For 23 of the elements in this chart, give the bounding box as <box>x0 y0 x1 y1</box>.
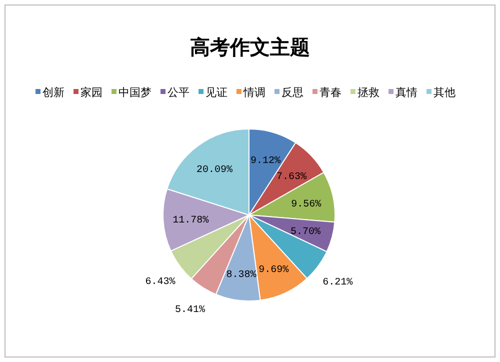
data-label: 9.12% <box>250 156 281 167</box>
data-label: 6.21% <box>322 277 353 288</box>
legend-label: 情调 <box>242 86 266 99</box>
data-label: 5.70% <box>290 227 320 238</box>
chart-title: 高考作文主题 <box>190 36 310 59</box>
legend-label: 中国梦 <box>118 86 152 99</box>
legend-label: 真情 <box>396 86 418 99</box>
data-label: 20.09% <box>196 164 232 176</box>
data-label: 8.38% <box>226 270 256 281</box>
legend-label: 创新 <box>42 86 64 99</box>
data-label: 11.78% <box>172 216 209 227</box>
data-label: 6.43% <box>145 277 176 288</box>
data-label: 7.63% <box>276 172 306 183</box>
legend-label: 其他 <box>434 86 456 99</box>
legend-label: 家园 <box>80 86 102 99</box>
legend-label: 反思 <box>282 86 304 99</box>
data-label: 5.41% <box>175 304 206 316</box>
data-label: 9.56% <box>291 199 322 210</box>
data-label: 9.69% <box>258 265 289 276</box>
legend-label: 公平 <box>168 87 190 99</box>
legend-label: 拯救 <box>358 87 380 99</box>
legend-label: 见证 <box>206 87 228 99</box>
legend-label: 青春 <box>320 86 342 99</box>
